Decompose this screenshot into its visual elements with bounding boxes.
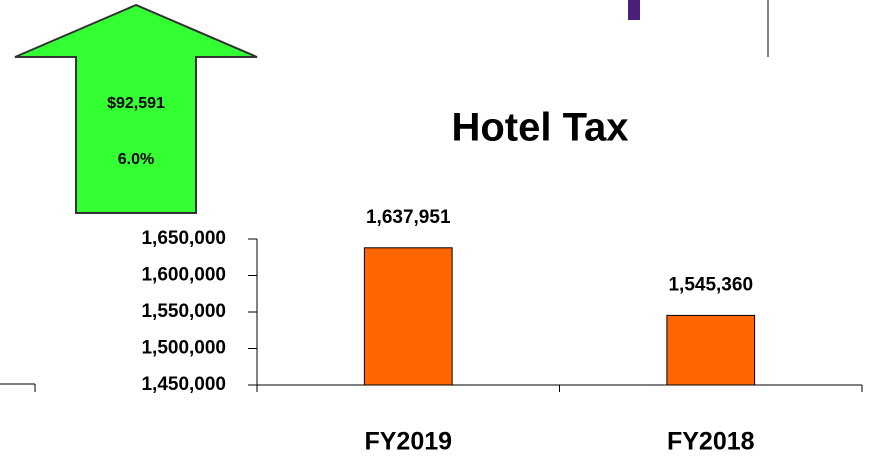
annotation: $92,591 xyxy=(107,95,165,112)
decor-bar xyxy=(628,0,640,20)
bar xyxy=(363,247,453,386)
y-tick-label: 1,650,000 xyxy=(141,228,226,249)
y-tick-label: 1,600,000 xyxy=(141,265,226,286)
annotation: 6.0% xyxy=(118,151,154,168)
bar xyxy=(666,314,756,386)
chart-title: Hotel Tax xyxy=(451,106,628,150)
data-label: 1,545,360 xyxy=(668,274,753,295)
y-tick-label: 1,450,000 xyxy=(141,374,226,395)
x-tick-label: FY2019 xyxy=(364,428,452,456)
y-tick-label: 1,550,000 xyxy=(141,301,226,322)
data-label: 1,637,951 xyxy=(366,207,451,228)
up-arrow xyxy=(14,3,258,214)
x-tick-label: FY2018 xyxy=(667,428,755,456)
y-tick-label: 1,500,000 xyxy=(141,338,226,359)
